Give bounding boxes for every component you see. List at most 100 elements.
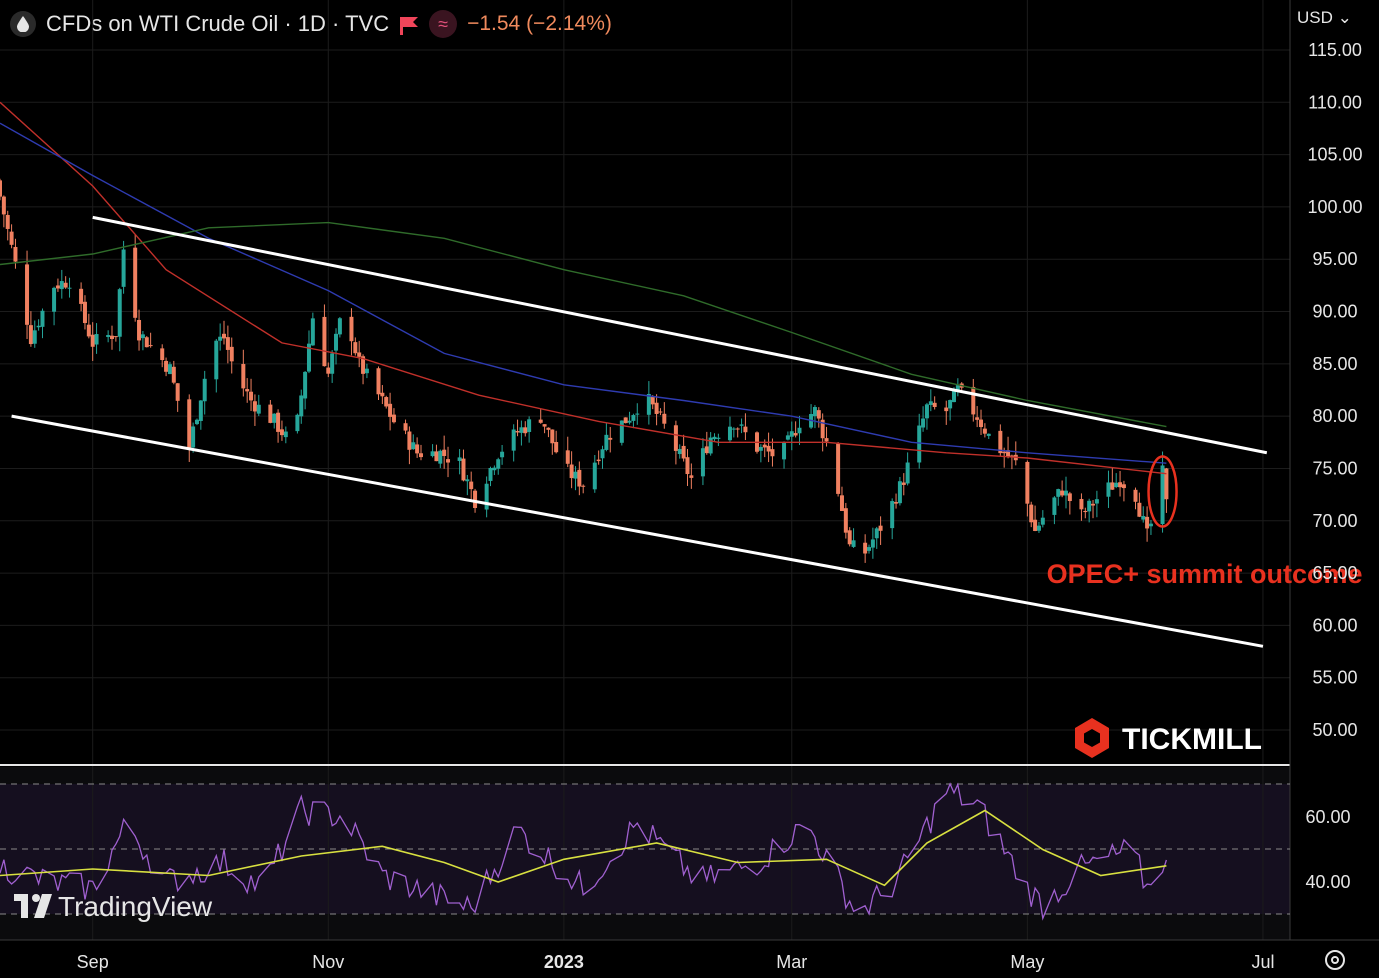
candle-body xyxy=(1148,523,1153,527)
candle xyxy=(380,385,385,405)
candle-body xyxy=(164,360,169,372)
candle-body xyxy=(1091,503,1096,506)
candle-body xyxy=(245,389,250,392)
currency-selector[interactable]: USD ⌄ xyxy=(1297,8,1352,28)
candle-body xyxy=(519,427,524,433)
candle-body xyxy=(175,383,180,401)
candle xyxy=(1025,460,1030,517)
indicator-wave-icon[interactable]: ≈ xyxy=(429,10,458,38)
candle-body xyxy=(797,427,802,434)
candle-body xyxy=(241,364,246,389)
candle-body xyxy=(457,457,462,461)
candle-body xyxy=(330,353,335,374)
candle xyxy=(928,389,933,412)
candle xyxy=(1,195,6,228)
candle-body xyxy=(86,324,91,337)
candle-body xyxy=(793,433,798,436)
candle-body xyxy=(90,334,95,347)
candle xyxy=(1137,492,1142,518)
candle-body xyxy=(415,444,420,454)
candle xyxy=(5,210,10,241)
candle-body xyxy=(712,436,717,440)
candle xyxy=(650,395,655,410)
candle xyxy=(932,396,937,410)
moving-average-2 xyxy=(0,122,1167,464)
flag-icon[interactable] xyxy=(399,15,419,35)
candle-body xyxy=(700,448,705,477)
candle xyxy=(944,400,949,425)
candle-body xyxy=(295,414,300,432)
candle xyxy=(1141,506,1146,523)
channel-upper-line[interactable] xyxy=(92,215,1268,455)
candle xyxy=(739,418,744,434)
candle xyxy=(577,461,582,496)
candle-body xyxy=(67,287,72,289)
time-axis: Sep Nov 2023 Mar May Jul xyxy=(77,952,1275,972)
candle-body xyxy=(727,426,732,441)
candle xyxy=(982,423,987,438)
candle xyxy=(812,405,817,429)
candle-body xyxy=(376,368,381,395)
candle xyxy=(565,436,570,468)
candle-body xyxy=(63,282,68,288)
candle-body xyxy=(928,401,933,405)
candle-body xyxy=(511,429,516,451)
candle xyxy=(391,408,396,424)
candle-body xyxy=(604,434,609,450)
candle-body xyxy=(202,378,207,402)
candle xyxy=(25,250,30,340)
candle-body xyxy=(646,393,651,415)
candle-body xyxy=(569,464,574,479)
candle-body xyxy=(438,450,443,464)
candle-body xyxy=(1118,482,1123,488)
candle-body xyxy=(364,368,369,374)
candle xyxy=(384,395,389,409)
candle xyxy=(673,420,678,465)
candle xyxy=(1094,490,1099,518)
candle-body xyxy=(337,318,342,335)
candle-body xyxy=(782,442,787,460)
candle-body xyxy=(1114,482,1119,488)
candle-body xyxy=(198,400,203,421)
channel-lower-line[interactable] xyxy=(11,414,1264,648)
settings-gear-icon[interactable] xyxy=(1325,950,1345,970)
candle xyxy=(438,449,443,469)
annotation-text: OPEC+ summit outcome xyxy=(1047,559,1363,589)
candle-body xyxy=(434,451,439,462)
candle xyxy=(542,424,547,434)
candle xyxy=(191,422,196,453)
candle xyxy=(268,399,273,424)
candle-body xyxy=(863,542,868,554)
candle-body xyxy=(361,356,366,374)
tradingview-mark-2 xyxy=(34,894,52,918)
chart-header: CFDs on WTI Crude Oil · 1D · TVC ≈ −1.54… xyxy=(10,8,612,40)
candle-body xyxy=(1063,490,1068,496)
candle-body xyxy=(843,508,848,533)
candle xyxy=(1067,491,1072,515)
candle xyxy=(631,413,636,429)
candle xyxy=(1145,506,1150,542)
candle xyxy=(793,421,798,438)
candle xyxy=(1118,470,1123,497)
candle-body xyxy=(654,402,659,414)
candle xyxy=(36,319,41,331)
candle xyxy=(430,444,435,458)
candle xyxy=(137,309,142,351)
candle-body xyxy=(55,285,60,289)
price-tick-label: 95.00 xyxy=(1312,249,1357,269)
candle xyxy=(979,409,984,435)
rsi-ma-line xyxy=(0,809,1167,887)
candle xyxy=(905,452,910,486)
candle xyxy=(1006,436,1011,459)
candle-body xyxy=(998,430,1003,454)
candle xyxy=(245,378,250,403)
oil-drop-icon[interactable] xyxy=(10,11,36,37)
candle xyxy=(79,282,84,312)
candle xyxy=(627,411,632,425)
candle xyxy=(527,416,532,443)
candle xyxy=(538,408,543,424)
symbol-title[interactable]: CFDs on WTI Crude Oil · 1D · TVC xyxy=(46,11,390,36)
candle-body xyxy=(461,458,466,481)
candle-body xyxy=(662,413,667,424)
